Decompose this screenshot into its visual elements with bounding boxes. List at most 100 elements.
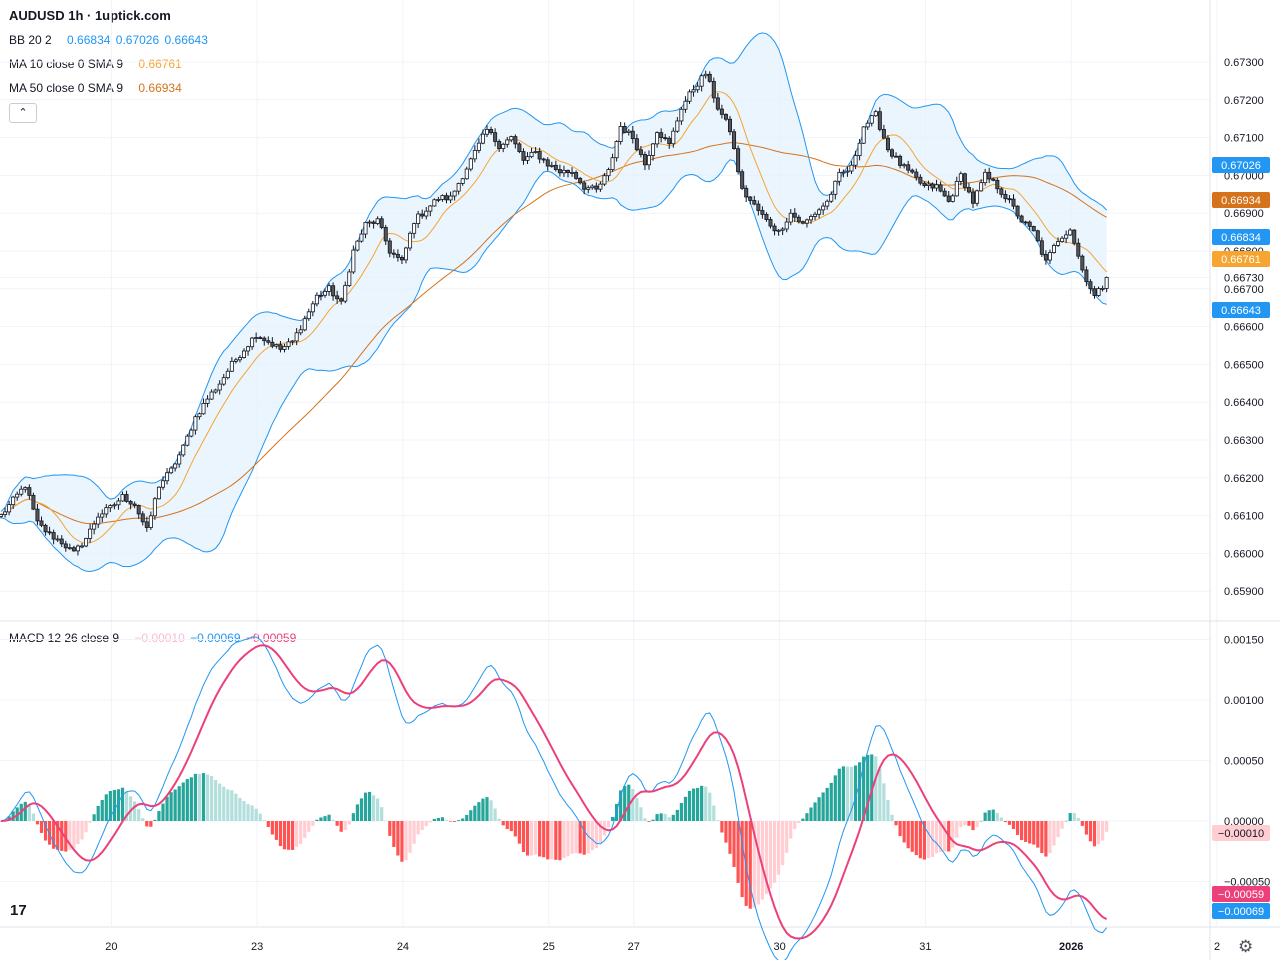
macd-hist-bar xyxy=(623,786,627,821)
candle-body xyxy=(148,515,153,528)
macd-hist-bar xyxy=(979,820,983,822)
candle-body xyxy=(436,198,441,201)
candle xyxy=(493,128,498,147)
macd-hist-bar xyxy=(1028,821,1032,844)
candle xyxy=(707,71,712,83)
candle xyxy=(71,545,76,552)
candle xyxy=(975,189,980,207)
candle xyxy=(594,182,599,193)
candle xyxy=(274,343,279,349)
candle-body xyxy=(728,118,733,133)
macd-hist-bar xyxy=(943,821,947,852)
candle-body xyxy=(302,318,307,331)
candle-body xyxy=(744,187,749,198)
candle-body xyxy=(707,73,712,82)
candle xyxy=(331,282,336,301)
macd-hist-bar xyxy=(355,804,359,821)
candle-body xyxy=(339,298,344,302)
candle-body xyxy=(23,487,28,490)
candle xyxy=(266,336,271,345)
candle xyxy=(3,507,8,518)
candle-body xyxy=(647,155,652,166)
candle-body xyxy=(221,377,226,385)
legend-ma50[interactable]: MA 50 close 0 SMA 9 0.66934 xyxy=(9,81,182,95)
candle xyxy=(1003,190,1008,203)
legend-macd[interactable]: MACD 12 26 close 9 −0.00010 −0.00069 −0.… xyxy=(9,631,296,645)
macd-hist-bar xyxy=(809,807,813,821)
candle xyxy=(602,173,607,187)
legend-ma10-value: 0.66761 xyxy=(138,57,182,71)
candle xyxy=(582,180,587,195)
macd-hist-bar xyxy=(214,780,218,821)
candle-body xyxy=(829,193,834,202)
candle xyxy=(509,135,514,143)
candle xyxy=(614,140,619,162)
candle xyxy=(391,249,396,259)
macd-hist-bar xyxy=(129,796,133,821)
macd-hist-bar xyxy=(444,820,449,821)
candle-body xyxy=(719,108,724,115)
macd-hist-bar xyxy=(242,801,246,821)
candle xyxy=(837,168,842,186)
candle-body xyxy=(606,169,611,177)
candle-body xyxy=(991,178,996,181)
candle xyxy=(1007,194,1012,204)
candle xyxy=(946,191,951,203)
legend-bb[interactable]: BB 20 2 0.66834 0.67026 0.66643 xyxy=(9,33,208,47)
gear-icon[interactable]: ⚙ xyxy=(1238,937,1254,956)
macd-hist-bar xyxy=(817,797,821,821)
candle-body xyxy=(189,429,194,437)
candle-body xyxy=(861,126,866,144)
candle-body xyxy=(764,213,769,220)
macd-hist-bar xyxy=(748,821,752,909)
candle-body xyxy=(958,173,963,182)
candle xyxy=(310,300,315,317)
candle-body xyxy=(51,532,56,540)
candle xyxy=(890,148,895,159)
candle xyxy=(412,222,417,239)
macd-hist-bar xyxy=(525,821,530,856)
candle xyxy=(833,180,838,200)
candle-body xyxy=(732,131,737,150)
macd-hist-bar xyxy=(647,821,651,822)
candle xyxy=(675,116,680,133)
candle xyxy=(736,145,741,175)
candle-body xyxy=(780,228,785,231)
candle xyxy=(501,142,506,153)
candle-body xyxy=(144,521,149,528)
candle-body xyxy=(898,155,903,166)
candle-body xyxy=(553,164,558,170)
bb-upper-tag: 0.67026 xyxy=(1212,157,1270,173)
candle xyxy=(480,129,485,145)
candle xyxy=(403,246,408,264)
candle xyxy=(132,501,137,509)
macd-hist-bar xyxy=(853,765,858,821)
tradingview-logo[interactable]: 17 xyxy=(10,902,27,919)
chevron-up-icon[interactable]: ⌃ xyxy=(9,103,37,123)
candle xyxy=(355,240,360,252)
candle xyxy=(950,193,955,203)
macd-hist-bar xyxy=(258,813,262,821)
legend-ma10[interactable]: MA 10 close 0 SMA 9 0.66761 xyxy=(9,57,182,71)
ma50-line xyxy=(0,142,1107,525)
macd-hist-bar xyxy=(902,821,906,843)
ma10-tag: 0.66761 xyxy=(1212,251,1270,267)
candle xyxy=(47,526,52,536)
candle xyxy=(821,202,826,215)
candle-body xyxy=(938,184,943,192)
macd-hist-bar xyxy=(805,813,809,821)
candle-body xyxy=(529,151,534,158)
candle-body xyxy=(237,357,242,361)
candle-body xyxy=(638,149,643,155)
candle xyxy=(23,486,28,493)
bb-lower-tag-bg xyxy=(1212,302,1270,318)
macd-hist-bar xyxy=(781,821,785,866)
macd-hist-bar xyxy=(598,821,602,844)
candle xyxy=(703,70,708,79)
macd-hist-bar xyxy=(963,821,967,826)
candle-body xyxy=(792,212,797,218)
candle xyxy=(371,220,376,229)
candle-body xyxy=(570,172,575,174)
macd-hist-bar xyxy=(696,787,700,821)
